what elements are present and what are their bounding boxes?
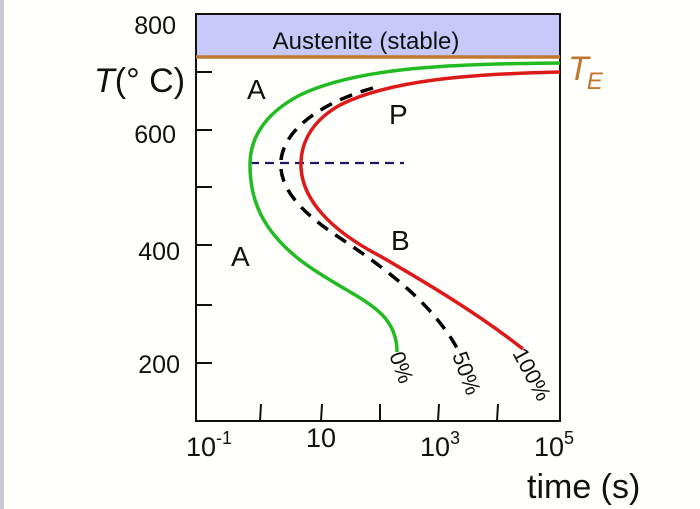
austenite-region (196, 14, 560, 57)
y-tick-400: 400 (138, 238, 180, 266)
window-edge (0, 0, 4, 509)
x-tick-1e5: 105 (534, 428, 574, 462)
region-label-p: P (389, 99, 408, 130)
x-tick-1e-1: 10-1 (186, 428, 232, 462)
curve-0-percent (248, 61, 561, 353)
y-tick-600: 600 (134, 121, 176, 149)
x-axis-label: time (s) (527, 468, 640, 506)
x-ticks (259, 403, 499, 422)
label-0-percent: 0% (384, 348, 418, 386)
plot-frame (195, 13, 561, 422)
y-axis-label: T(° C) (94, 62, 185, 100)
curve-50-percent (279, 86, 459, 349)
y-ticks (196, 71, 212, 364)
region-label-a-lower: A (231, 241, 250, 272)
region-label-b: B (391, 225, 410, 256)
region-label-a-upper: A (247, 74, 266, 105)
y-tick-200: 200 (138, 351, 180, 379)
label-100-percent: 100% (508, 344, 556, 405)
austenite-label: Austenite (stable) (273, 28, 460, 55)
x-tick-10: 10 (306, 423, 336, 453)
y-tick-800: 800 (134, 12, 176, 40)
te-label: TE (568, 50, 604, 95)
curve-100-percent (299, 70, 561, 351)
x-tick-1e3: 103 (420, 428, 460, 462)
label-50-percent: 50% (447, 348, 486, 398)
